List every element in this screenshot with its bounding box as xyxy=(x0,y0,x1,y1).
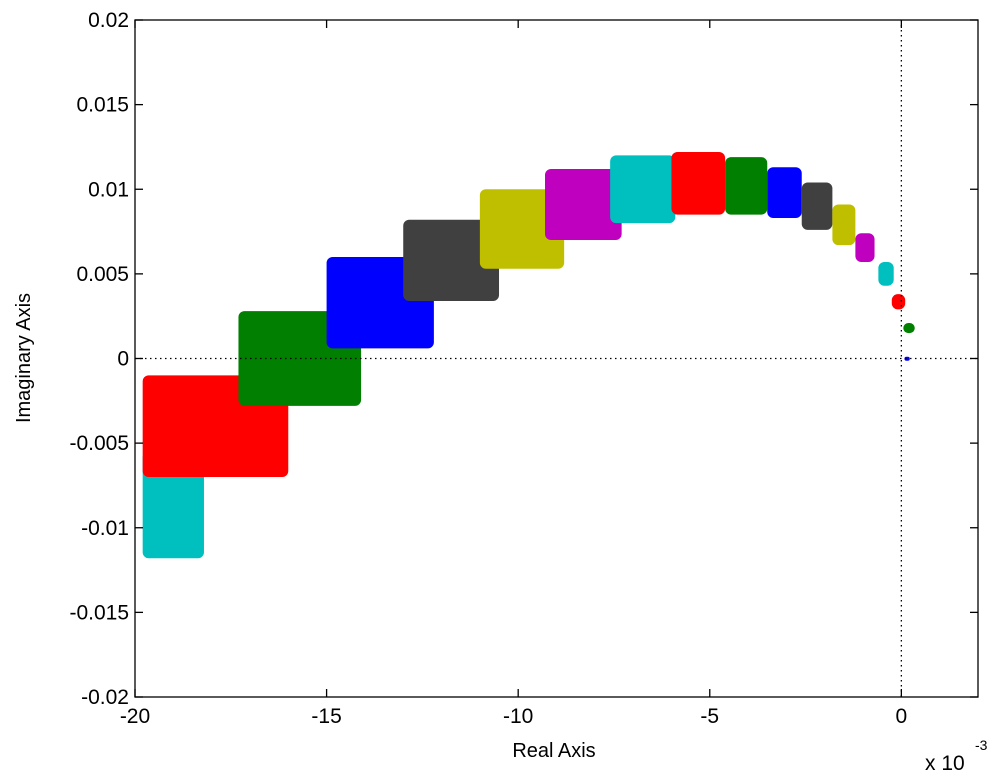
y-tick-label: -0.015 xyxy=(69,601,129,624)
pole-region-17 xyxy=(903,322,915,334)
x-exponent-power: -3 xyxy=(975,737,988,753)
pole-region-8 xyxy=(610,155,676,224)
pole-regions xyxy=(142,152,915,559)
x-axis-label: Real Axis xyxy=(512,740,595,762)
pole-region-14 xyxy=(855,233,875,263)
x-tick-label: -5 xyxy=(700,705,719,728)
pole-region-9 xyxy=(671,152,726,215)
x-tick-label: -20 xyxy=(120,705,150,728)
y-tick-label: 0.02 xyxy=(88,9,129,32)
y-tick-label: 0.015 xyxy=(76,94,129,117)
pole-region-18 xyxy=(904,356,910,361)
y-tick-label: 0 xyxy=(117,348,129,371)
x-tick-labels: -20 -15 -10 -5 0 xyxy=(120,705,907,728)
axis-ticks xyxy=(134,19,978,698)
pole-region-11 xyxy=(767,167,802,219)
pole-region-7 xyxy=(545,168,622,241)
y-tick-label: -0.005 xyxy=(69,432,129,455)
y-tick-label: 0.01 xyxy=(88,178,129,201)
y-axis-label: Imaginary Axis xyxy=(13,293,35,423)
x-tick-label: -10 xyxy=(503,705,533,728)
pole-region-5 xyxy=(403,219,500,301)
y-tick-label: -0.01 xyxy=(81,517,129,540)
y-tick-label: 0.005 xyxy=(76,263,129,286)
x-exponent-base: x 10 xyxy=(925,752,965,775)
x-tick-label: -15 xyxy=(311,705,341,728)
pole-region-16 xyxy=(891,294,906,310)
pole-region-10 xyxy=(725,157,768,215)
y-tick-label: -0.02 xyxy=(81,686,129,709)
x-tick-label: 0 xyxy=(896,705,908,728)
pole-region-1 xyxy=(142,451,204,559)
pole-region-6 xyxy=(479,189,565,269)
pole-region-15 xyxy=(878,262,894,286)
pole-region-12 xyxy=(801,182,833,230)
pole-region-13 xyxy=(832,204,856,246)
y-tick-labels: -0.02 -0.015 -0.01 -0.005 0 0.005 0.01 0.015 0.0… xyxy=(69,9,129,709)
